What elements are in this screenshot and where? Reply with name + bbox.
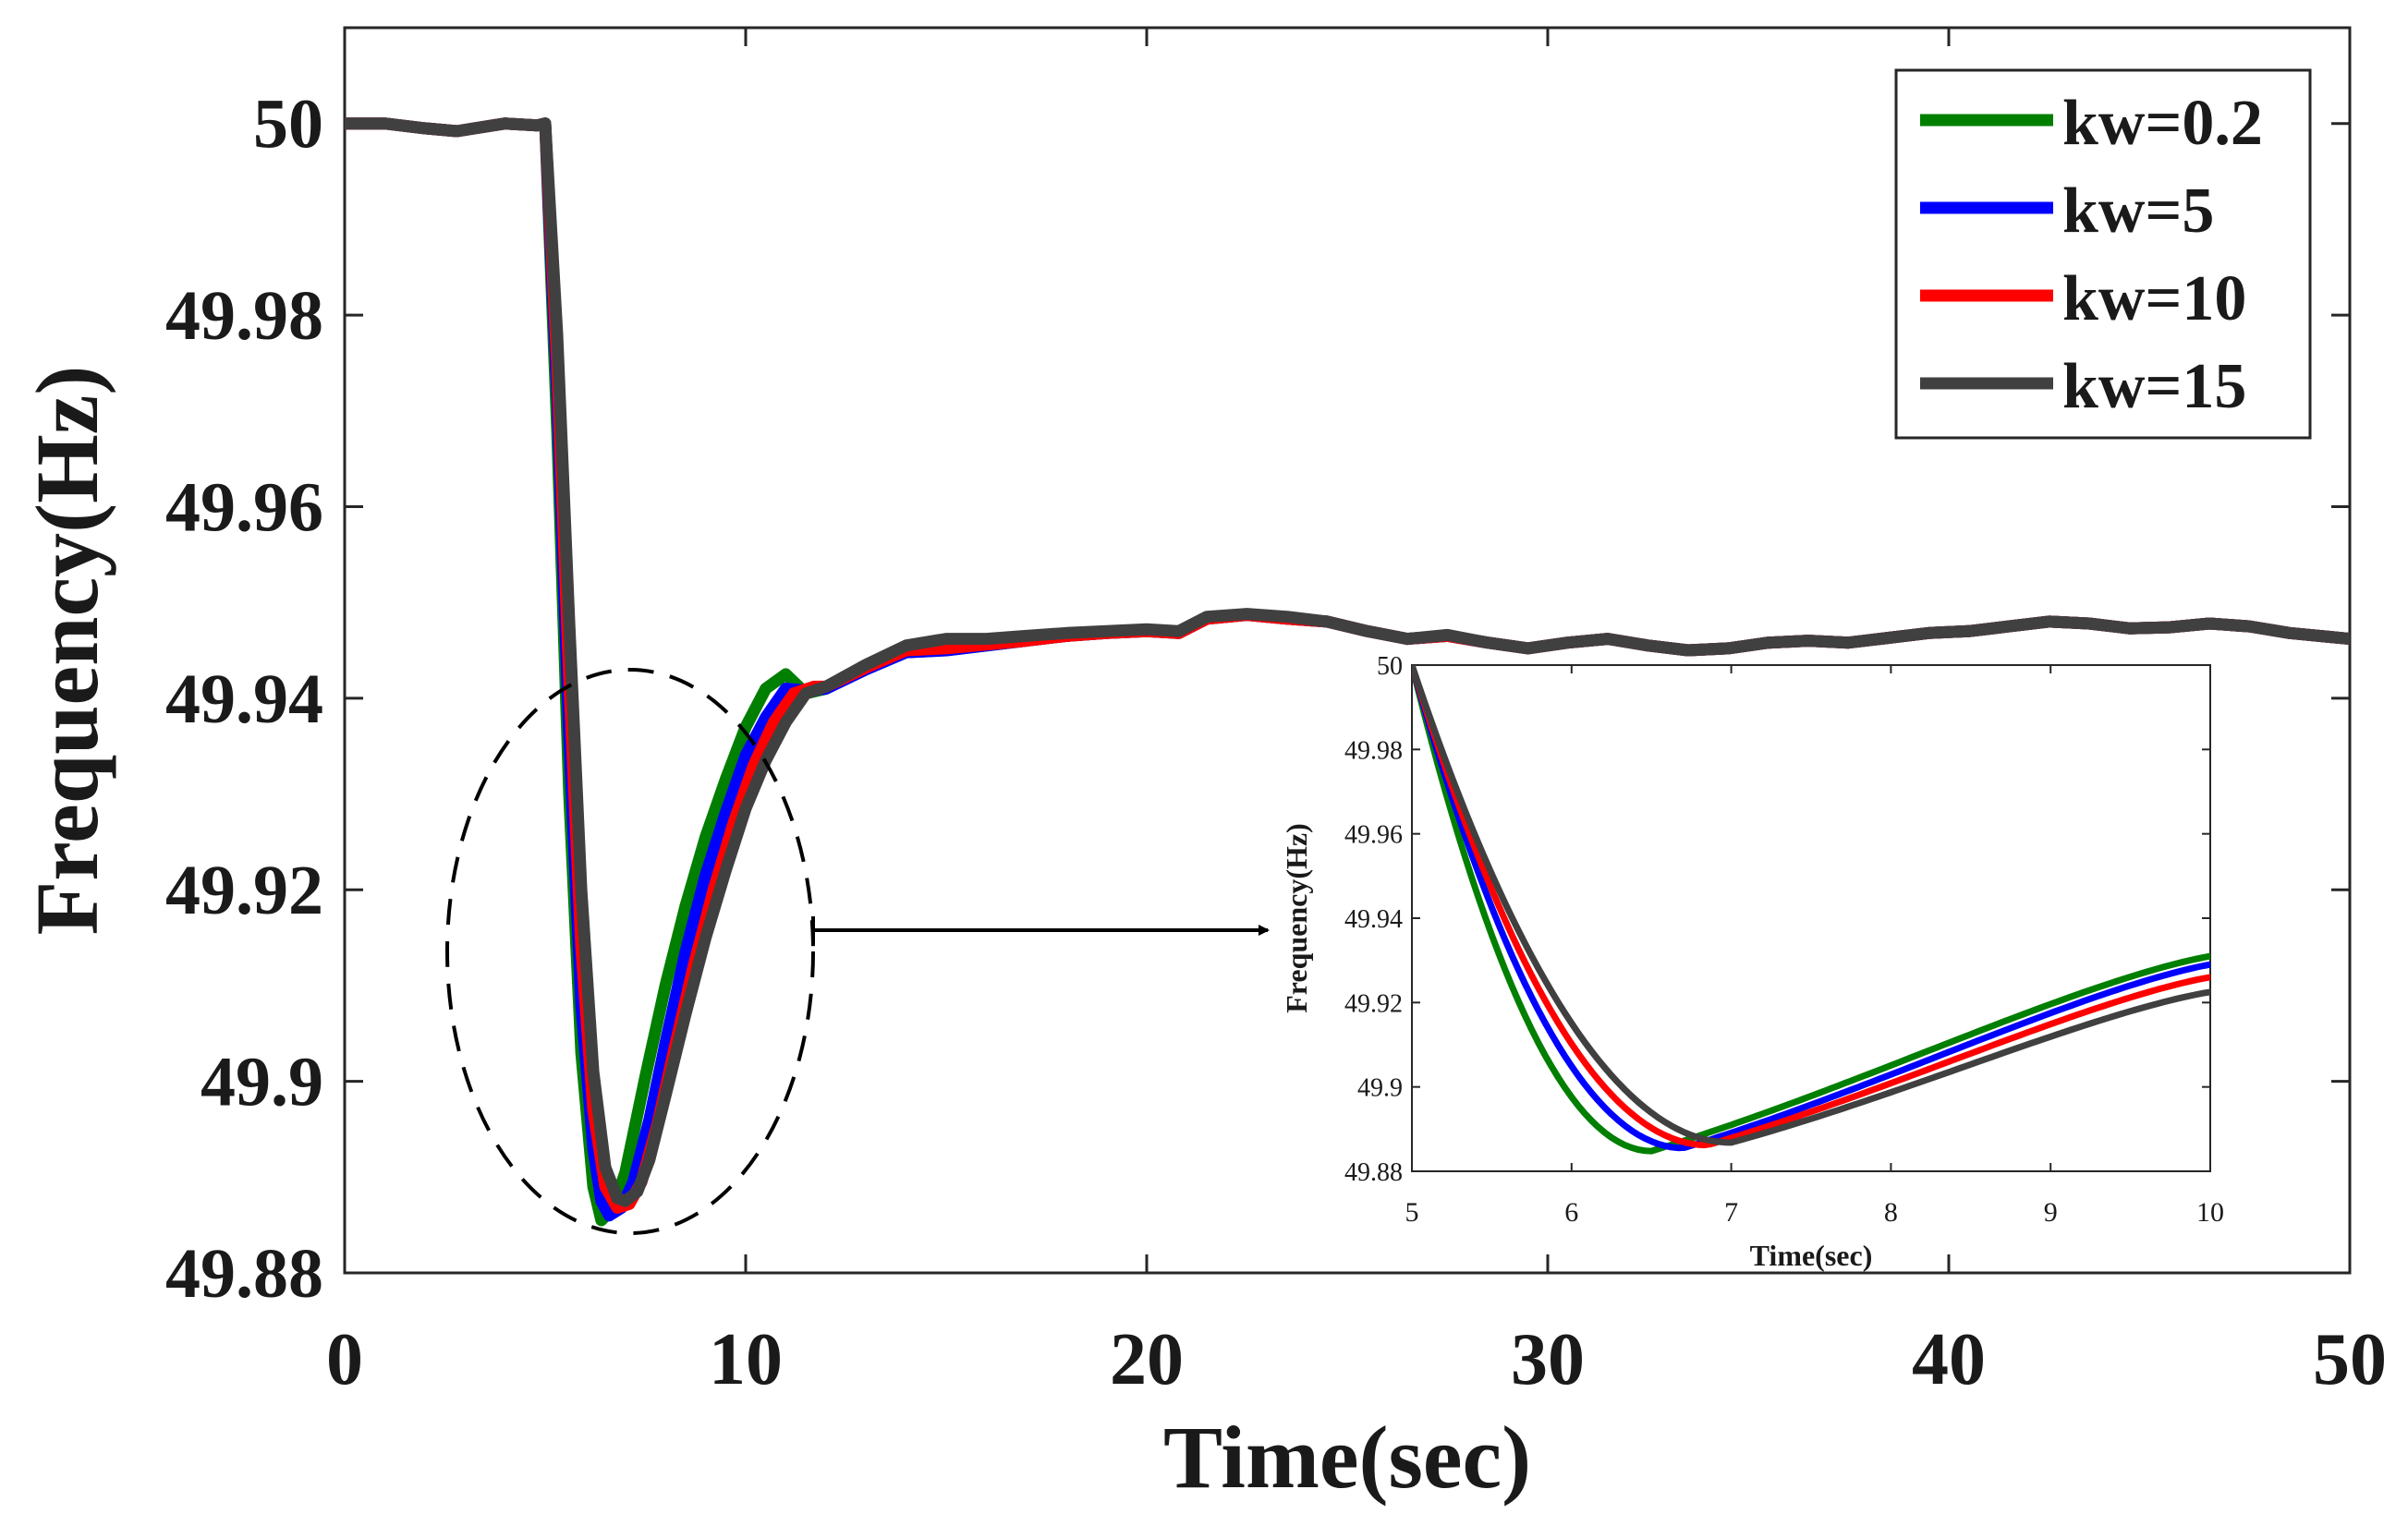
- legend-box: [1894, 68, 2312, 440]
- legend: kw=0.2 kw=5 kw=10 kw=15: [1894, 68, 2312, 440]
- main-x-tick-label: 20: [1110, 1319, 1184, 1400]
- inset-x-tick-label: 7: [1724, 1197, 1738, 1228]
- legend-label: kw=10: [2062, 263, 2246, 334]
- inset-x-tick-label: 5: [1405, 1197, 1419, 1228]
- legend-label: kw=15: [2062, 351, 2246, 422]
- inset-y-tick-label: 49.94: [1344, 905, 1403, 934]
- zoom-region-ellipse: [445, 668, 815, 1235]
- legend-label: kw=5: [2062, 176, 2214, 247]
- main-x-tick-label: 40: [1912, 1319, 1986, 1400]
- inset-x-tick-label: 10: [2196, 1197, 2224, 1228]
- inset-series-lines: [1412, 665, 2210, 1155]
- inset-series-line: [1412, 665, 2210, 1152]
- inset-series-line: [1412, 665, 2210, 1155]
- main-y-tick-label: 49.96: [165, 468, 323, 546]
- inset-series-line: [1412, 665, 2210, 1146]
- inset-y-tick-label: 50: [1377, 652, 1403, 681]
- inset-x-axis-label: Time(sec): [1750, 1239, 1873, 1272]
- main-y-tick-label: 49.9: [201, 1044, 323, 1121]
- main-x-tick-label: 0: [326, 1319, 363, 1400]
- main-y-axis-label: Frequency(Hz): [18, 366, 116, 936]
- legend-label: kw=0.2: [2062, 88, 2263, 159]
- inset-y-tick-label: 49.98: [1344, 736, 1403, 765]
- inset-y-tick-label: 49.88: [1344, 1158, 1403, 1187]
- main-x-tick-label: 50: [2313, 1319, 2387, 1400]
- main-x-tick-label: 30: [1511, 1319, 1585, 1400]
- main-y-tick-label: 49.98: [165, 277, 323, 355]
- inset-y-tick-label: 49.9: [1357, 1074, 1403, 1103]
- main-y-tick-label: 49.92: [165, 852, 323, 929]
- inset-y-tick-label: 49.96: [1344, 821, 1403, 850]
- main-series-lines: [345, 117, 2350, 1227]
- inset-ticks: 5 6 7 8 9 10 49.88 49.9 49.92 49.94 49.96 49.98 50: [1344, 652, 2224, 1228]
- inset-x-tick-label: 6: [1564, 1197, 1578, 1228]
- main-x-axis-label: Time(sec): [1163, 1408, 1531, 1507]
- inset-x-tick-label: 9: [2044, 1197, 2058, 1228]
- main-series-line: [345, 117, 2350, 1207]
- inset-series-line: [1412, 665, 2210, 1149]
- main-y-tick-label: 50: [253, 86, 323, 164]
- main-y-tick-label: 49.94: [165, 660, 323, 738]
- inset-y-tick-label: 49.92: [1344, 989, 1403, 1018]
- main-x-tick-label: 10: [709, 1319, 783, 1400]
- inset-plot-frame: [1411, 664, 2211, 1172]
- main-ticks: 0 10 20 30 40 5049.8849.949.9249.9449.9649.98…: [165, 28, 2387, 1400]
- inset-y-axis-label: Frequency(Hz): [1280, 823, 1313, 1013]
- inset-x-tick-label: 8: [1884, 1197, 1898, 1228]
- main-y-tick-label: 49.88: [165, 1235, 323, 1313]
